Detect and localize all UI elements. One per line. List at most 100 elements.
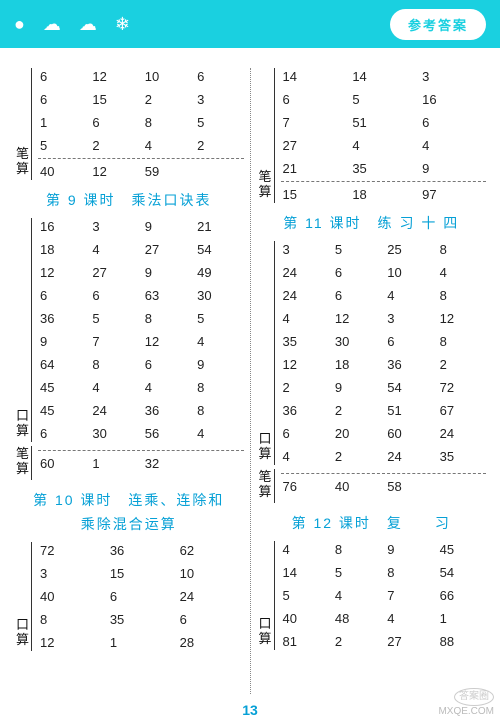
cell: 12 [143,333,191,350]
right-top-block: 笔 算 1414365167516274421359 151897 [257,68,487,203]
cell: 45 [438,541,486,558]
section-11-title: 第 11 课时 练 习 十 四 [257,213,487,233]
label-char: 口 [16,617,29,632]
cell: 3 [420,68,486,85]
cell: 4 [438,264,486,281]
cell: 12 [438,310,486,327]
cell: 30 [195,287,243,304]
section-11-bi-wrap: 764058 [281,469,487,503]
cell: 1 [438,610,486,627]
cell: 18 [333,356,381,373]
section-11-bisuan: 笔 算 764058 [257,469,487,503]
cell: 9 [333,379,381,396]
cell: 7 [90,333,138,350]
cell: 40 [333,478,381,495]
label-char: 算 [258,446,271,461]
cell: 24 [178,588,244,605]
cell: 6 [385,333,433,350]
cell: 45 [38,402,86,419]
cell: 8 [438,333,486,350]
cell: 6 [195,68,243,85]
cell: 9 [420,160,486,177]
cell: 60 [385,425,433,442]
cell: 6 [90,114,138,131]
cell: 5 [195,310,243,327]
left-column: 笔 算 6121066152316855242 401259 第 9 课时 乘法… [14,68,244,694]
cell: 5 [350,91,416,108]
left-top-block: 笔 算 6121066152316855242 401259 [14,68,244,180]
cell: 3 [38,565,104,582]
cell: 2 [195,137,243,154]
label-char: 算 [258,184,271,199]
circle-icon: ● [14,14,25,35]
cell: 4 [195,333,243,350]
cell: 24 [90,402,138,419]
cell: 2 [438,356,486,373]
label-char: 笔 [258,169,271,184]
cell: 12 [38,634,104,651]
cell: 12 [281,356,329,373]
page-number: 13 [0,702,500,718]
label-char: 口 [16,408,29,423]
cell: 97 [420,186,486,203]
cloud-icon: ☁ [43,14,61,35]
cell: 7 [281,114,347,131]
right-top-content: 1414365167516274421359 151897 [281,68,487,203]
cell: 2 [90,137,138,154]
cell: 24 [281,264,329,281]
cell: 10 [178,565,244,582]
cell: 8 [195,402,243,419]
bisuan-label: 笔 算 [257,469,275,503]
cell: 5 [195,114,243,131]
cell: 27 [281,137,347,154]
cell: 66 [438,587,486,604]
cell: 67 [438,402,486,419]
cell: 3 [90,218,138,235]
dash-divider [281,473,487,474]
cell: 5 [281,587,329,604]
cell: 49 [195,264,243,281]
cell: 14 [281,68,347,85]
cell: 6 [38,68,86,85]
cell: 16 [420,91,486,108]
cell: 9 [385,541,433,558]
cell: 36 [281,402,329,419]
cell: 28 [178,634,244,651]
cell: 30 [90,425,138,442]
cell: 15 [108,565,174,582]
cell: 5 [90,310,138,327]
cell: 62 [178,542,244,559]
cell: 45 [38,379,86,396]
watermark: 答案圈 MXQE.COM [438,688,494,718]
bisuan-label: 笔 算 [14,68,32,180]
cell: 36 [108,542,174,559]
cell: 6 [108,588,174,605]
cell: 36 [38,310,86,327]
cell: 60 [38,455,86,472]
cell: 12 [38,264,86,281]
label-char: 算 [16,423,29,438]
cell: 6 [333,287,381,304]
cell: 6 [38,425,86,442]
cell: 10 [143,68,191,85]
label-char: 笔 [16,446,29,461]
section-10-title-1: 第 10 课时 连乘、连除和 [14,490,244,510]
cell: 24 [281,287,329,304]
cell: 72 [38,542,104,559]
cell: 7 [385,587,433,604]
label-char: 算 [258,484,271,499]
watermark-line2: MXQE.COM [438,706,494,717]
cell: 1 [38,114,86,131]
cell: 4 [143,379,191,396]
cell: 24 [385,448,433,465]
cell: 54 [195,241,243,258]
cell: 15 [90,91,138,108]
cell: 40 [281,610,329,627]
rain-icon: ☁ [79,14,97,35]
cell: 5 [38,137,86,154]
section-9-kousuan: 口 算 163921184275412279496663303658597124… [14,218,244,442]
number-grid: 764058 [281,478,487,495]
label-char: 算 [16,161,29,176]
cell: 14 [281,564,329,581]
number-grid: 151897 [281,186,487,203]
